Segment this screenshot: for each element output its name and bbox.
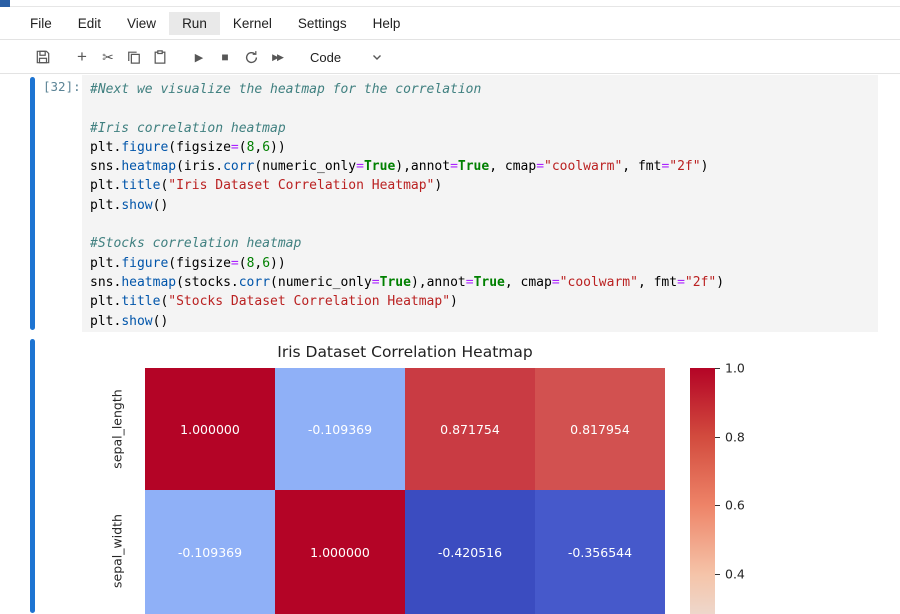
code-editor[interactable]: #Next we visualize the heatmap for the c… bbox=[82, 75, 878, 332]
code-line bbox=[90, 215, 878, 234]
save-icon[interactable] bbox=[30, 45, 56, 69]
code-line: plt.show() bbox=[90, 197, 169, 213]
copy-cell-icon[interactable] bbox=[121, 45, 147, 69]
colorbar-tick-mark bbox=[715, 574, 720, 575]
heatmap-cell: 1.000000 bbox=[145, 368, 275, 490]
colorbar-tick-label: 0.6 bbox=[725, 497, 745, 513]
window-corner-accent bbox=[0, 0, 10, 7]
run-all-icon[interactable]: ▶▶ bbox=[272, 51, 284, 62]
chart-title: Iris Dataset Correlation Heatmap bbox=[277, 343, 533, 361]
menu-item-kernel[interactable]: Kernel bbox=[232, 16, 272, 31]
paste-cell-icon[interactable] bbox=[147, 45, 173, 69]
colorbar-tick-mark bbox=[715, 437, 720, 438]
code-line bbox=[90, 99, 878, 118]
heatmap-cell: 0.871754 bbox=[405, 368, 535, 490]
colorbar-tick-label: 0.4 bbox=[725, 566, 745, 582]
window-top-edge bbox=[0, 0, 900, 7]
colorbar-tick-mark bbox=[715, 505, 720, 506]
code-line: sns.heatmap(iris.corr(numeric_only=True)… bbox=[90, 159, 709, 175]
chevron-down-icon bbox=[371, 51, 383, 63]
menu-item-file[interactable]: File bbox=[30, 16, 52, 31]
menu-item-run[interactable]: Run bbox=[169, 12, 220, 35]
code-line: #Next we visualize the heatmap for the c… bbox=[90, 82, 482, 97]
code-line: plt.title("Iris Dataset Correlation Heat… bbox=[90, 178, 443, 194]
output-cell-collapser[interactable] bbox=[30, 339, 35, 613]
code-line: plt.title("Stocks Dataset Correlation He… bbox=[90, 294, 458, 310]
execution-count-prompt: [32]: bbox=[43, 79, 81, 94]
heatmap-cell: 1.000000 bbox=[275, 490, 405, 614]
code-line: #Iris correlation heatmap bbox=[90, 120, 286, 136]
heatmap-cell: -0.109369 bbox=[275, 368, 405, 490]
colorbar-tick-mark bbox=[715, 368, 720, 369]
run-cell-icon[interactable]: ▶ bbox=[194, 51, 204, 64]
menu-item-settings[interactable]: Settings bbox=[297, 16, 347, 31]
code-line: plt.show() bbox=[90, 313, 169, 329]
heatmap-row-label: sepal_width bbox=[109, 514, 125, 588]
stop-kernel-icon[interactable]: ■ bbox=[221, 50, 229, 64]
colorbar-tick-label: 0.8 bbox=[725, 429, 745, 445]
heatmap-grid: 1.000000 -0.109369 0.871754 0.817954 -0.1093… bbox=[145, 368, 665, 614]
menu-item-help[interactable]: Help bbox=[372, 16, 401, 31]
menu-item-edit[interactable]: Edit bbox=[77, 16, 102, 31]
heatmap-cell: -0.109369 bbox=[145, 490, 275, 614]
code-line: #Stocks correlation heatmap bbox=[90, 236, 302, 252]
cell-type-label: Code bbox=[310, 49, 342, 65]
menu-item-view[interactable]: View bbox=[127, 16, 157, 31]
heatmap-cell: 0.817954 bbox=[535, 368, 665, 490]
menu-bar: File Edit View Run Kernel Settings Help bbox=[0, 8, 900, 40]
code-cell-collapser[interactable] bbox=[30, 77, 35, 330]
toolbar-spacer bbox=[56, 57, 69, 58]
cut-cell-icon[interactable]: ✂ bbox=[102, 48, 114, 65]
code-line: plt.figure(figsize=(8,6)) bbox=[90, 255, 286, 271]
code-line: sns.heatmap(stocks.corr(numeric_only=Tru… bbox=[90, 274, 725, 290]
restart-kernel-icon[interactable] bbox=[238, 45, 264, 69]
add-cell-icon[interactable]: + bbox=[77, 47, 87, 66]
colorbar bbox=[690, 368, 715, 614]
code-line: plt.figure(figsize=(8,6)) bbox=[90, 139, 286, 155]
heatmap-cell: -0.356544 bbox=[535, 490, 665, 614]
heatmap-row-label: sepal_length bbox=[109, 389, 125, 469]
colorbar-tick-label: 1.0 bbox=[725, 360, 745, 376]
notebook-toolbar: + ✂ ▶ ■ ▶▶ Code bbox=[0, 41, 900, 74]
heatmap-cell: -0.420516 bbox=[405, 490, 535, 614]
cell-type-dropdown[interactable]: Code bbox=[310, 50, 383, 65]
toolbar-spacer bbox=[173, 57, 186, 58]
